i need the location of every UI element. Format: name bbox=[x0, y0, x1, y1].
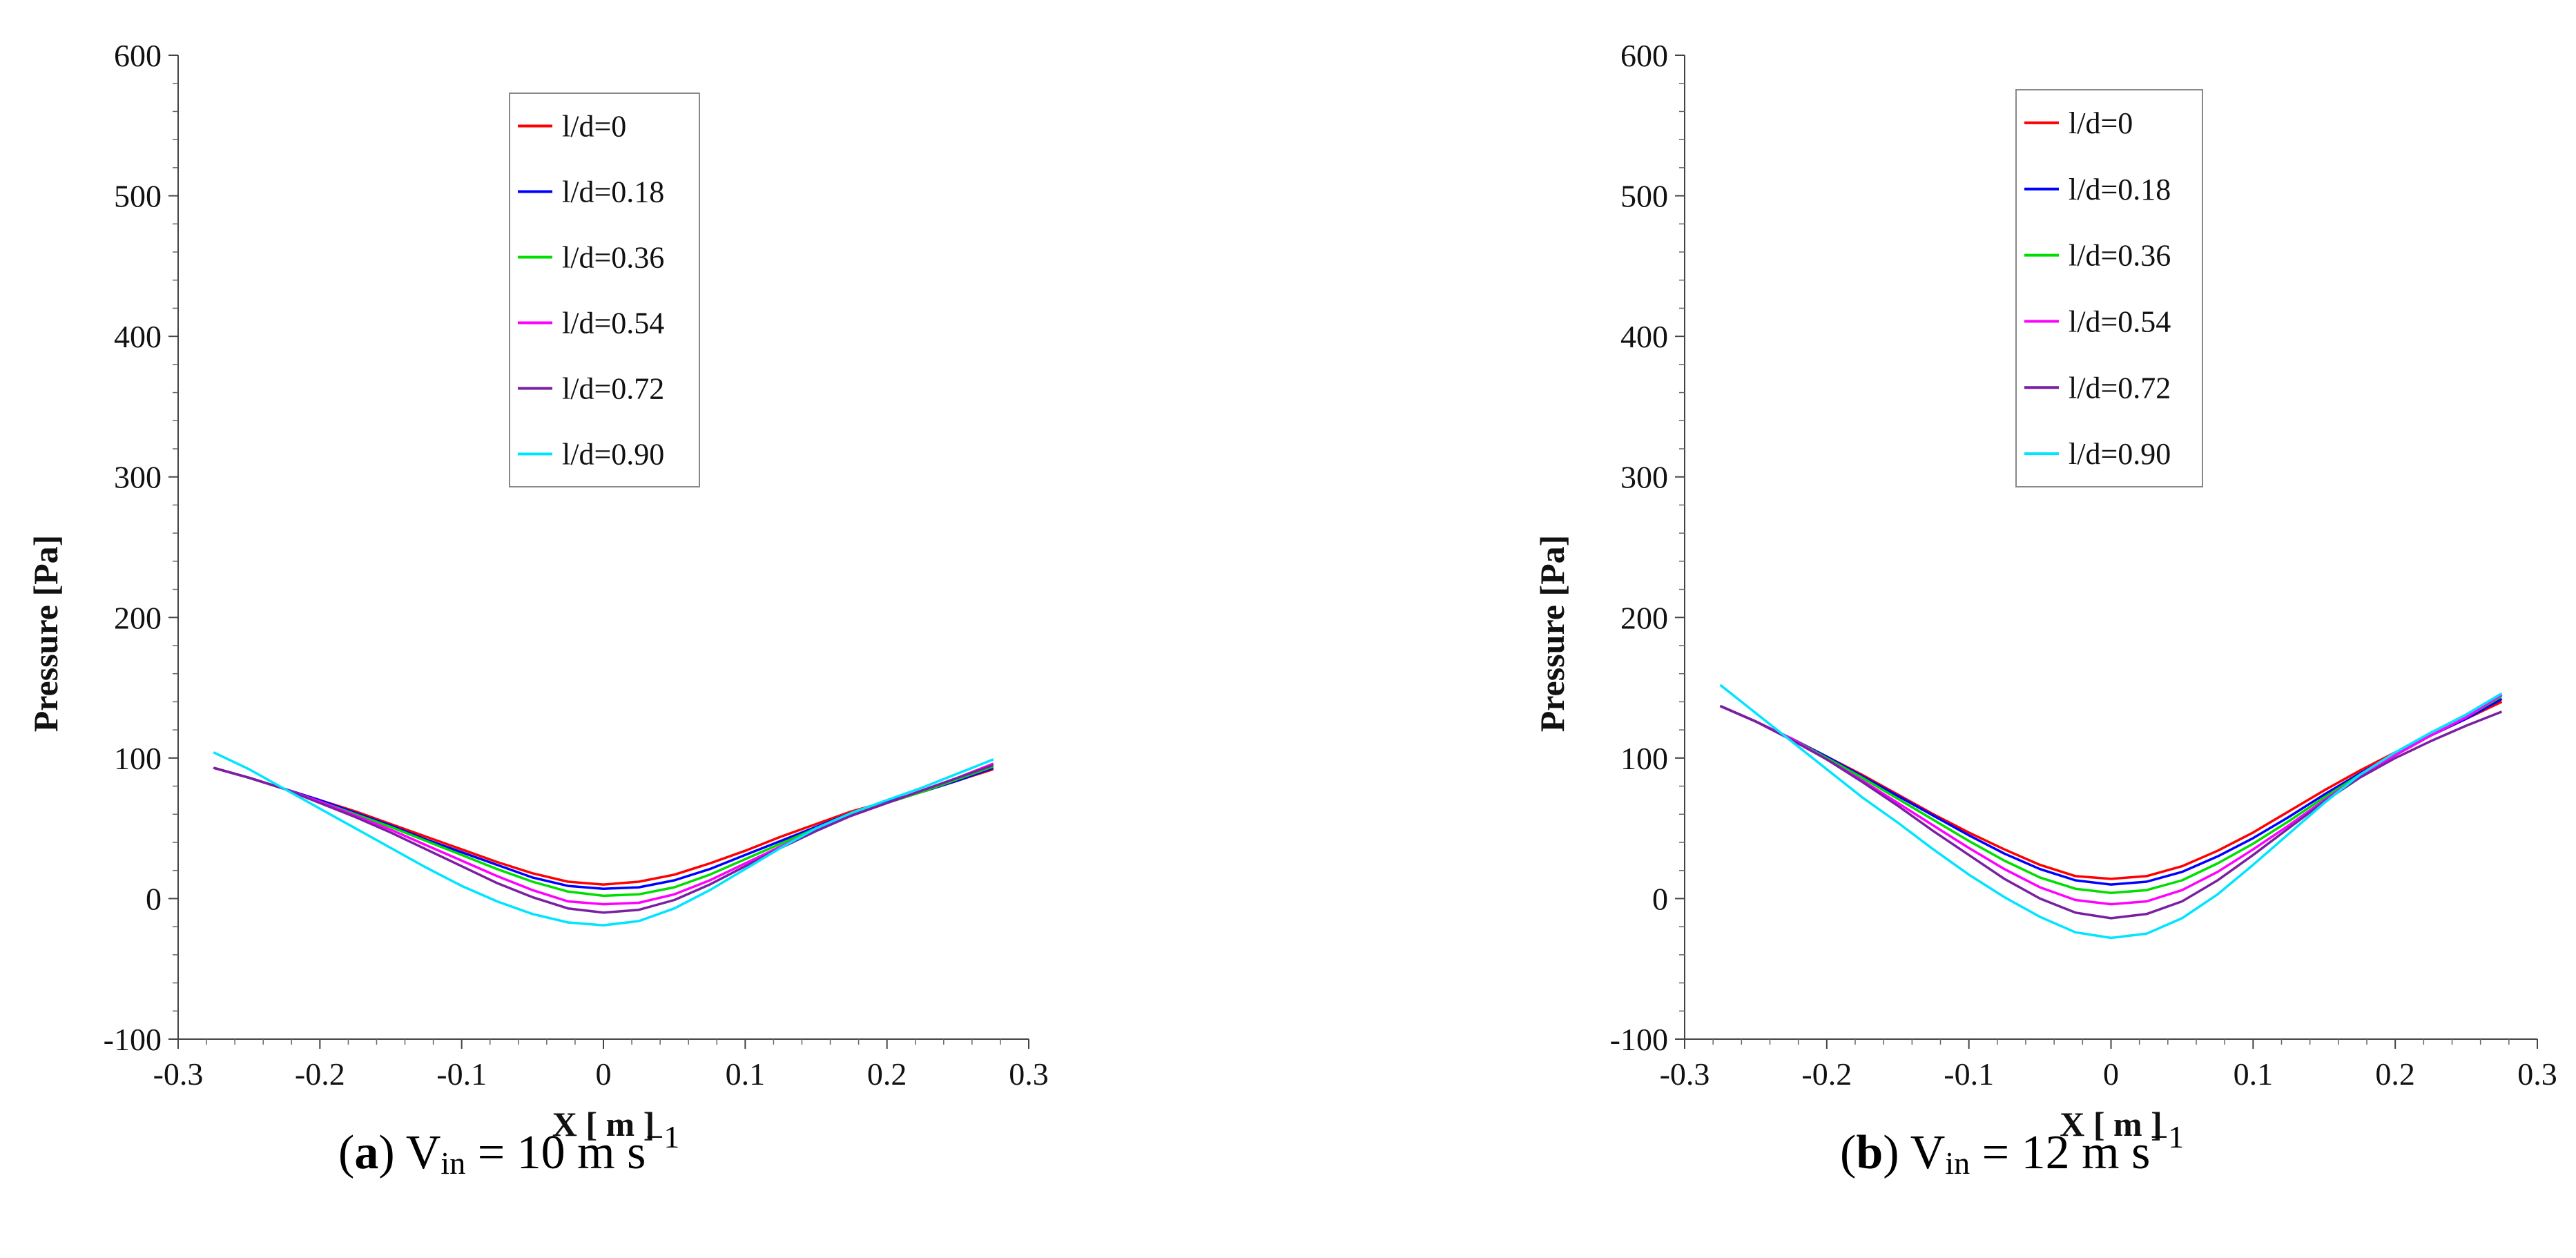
panel-a-series-line-2 bbox=[213, 766, 994, 890]
caption-b-text: = 12 m s bbox=[1970, 1126, 2151, 1179]
panel-a-x-tick-label: 0 bbox=[596, 1056, 612, 1092]
panel-b-y-tick-label: 200 bbox=[1620, 600, 1668, 635]
panel-b-series-line-5 bbox=[1719, 704, 2503, 920]
panel-a-y-tick-label: 500 bbox=[114, 179, 162, 214]
panel-b-legend-box bbox=[2015, 89, 2203, 487]
panel-a-x-tick-label: -0.3 bbox=[153, 1056, 204, 1092]
panel-a-x-tick-label: -0.2 bbox=[295, 1056, 345, 1092]
panel-b-legend-label-6: l/d=0.90 bbox=[2069, 437, 2171, 471]
panel-a-legend-label-5: l/d=0.72 bbox=[562, 372, 664, 406]
panel-b-series-line-1 bbox=[1719, 700, 2503, 880]
panel-b-series-line-3 bbox=[1719, 695, 2503, 895]
panel-a-x-tick-label: 0.2 bbox=[867, 1056, 907, 1092]
panel-b-x-tick-label: 0.2 bbox=[2375, 1056, 2415, 1092]
panel-b-legend-label-3: l/d=0.36 bbox=[2069, 239, 2171, 273]
caption-a: (a) Vin = 10 m s−1 bbox=[338, 1119, 680, 1181]
panel-a-y-tick-label: 200 bbox=[114, 600, 162, 635]
caption-b-sub: in bbox=[1945, 1145, 1970, 1181]
panel-b-y-tick-label: 100 bbox=[1620, 741, 1668, 776]
caption-a-sup: −1 bbox=[646, 1119, 680, 1154]
panel-b-y-tick-label: 500 bbox=[1620, 179, 1668, 214]
caption-a-var: V bbox=[405, 1126, 441, 1179]
panel-b-series-line-4 bbox=[1719, 693, 2503, 906]
panel-a-legend-label-3: l/d=0.36 bbox=[562, 241, 664, 275]
caption-b-sup: −1 bbox=[2150, 1119, 2185, 1154]
caption-b: (b) Vin = 12 m s−1 bbox=[1840, 1119, 2185, 1181]
panel-a-series-line-1 bbox=[213, 766, 994, 886]
panel-b-y-tick-label: 400 bbox=[1620, 319, 1668, 354]
panel-b-x-tick-label: 0.1 bbox=[2234, 1056, 2274, 1092]
panel-a-x-tick-label: 0.3 bbox=[1009, 1056, 1049, 1092]
panel-a-x-tick-label: 0.1 bbox=[726, 1056, 766, 1092]
panel-b-legend-label-5: l/d=0.72 bbox=[2069, 371, 2171, 405]
panel-a-y-axis-title: Pressure [Pa] bbox=[26, 535, 65, 733]
panel-a-x-axis-title: X [ m ] bbox=[552, 1105, 655, 1143]
panel-b-y-axis-title: Pressure [Pa] bbox=[1533, 535, 1571, 733]
panel-b-y-tick-label: -100 bbox=[1610, 1022, 1668, 1057]
caption-b-letter: b bbox=[1856, 1126, 1883, 1179]
chart-panel-b: -100 0 100 200 300 400 500 600 -0.3 -0.2 -0.1 0 0.1 0… bbox=[1533, 38, 2557, 1143]
panel-b-legend-label-1: l/d=0 bbox=[2069, 106, 2133, 140]
panel-b-legend-label-4: l/d=0.54 bbox=[2069, 304, 2171, 338]
panel-a-y-tick-label: 0 bbox=[146, 881, 162, 916]
panel-b-legend-label-2: l/d=0.18 bbox=[2069, 173, 2171, 206]
panel-a-y-tick-label: 100 bbox=[114, 741, 162, 776]
panel-a-series-line-3 bbox=[213, 765, 994, 898]
panel-a-y-tick-label: 300 bbox=[114, 460, 162, 495]
panel-b-x-tick-label: -0.1 bbox=[1944, 1056, 1994, 1092]
panel-a-x-tick-label: -0.1 bbox=[436, 1056, 487, 1092]
panel-a-y-tick-label: -100 bbox=[104, 1022, 162, 1057]
panel-b-y-tick-label: 0 bbox=[1652, 881, 1668, 916]
chart-panel-a: -100 0 100 200 300 400 500 600 -0.3 -0.2 -0.1 0 0.1 0… bbox=[26, 38, 1049, 1143]
panel-a-y-tick-label: 400 bbox=[114, 319, 162, 354]
panel-a-y-tick-label: 600 bbox=[114, 38, 162, 73]
panel-b-x-tick-label: 0.3 bbox=[2517, 1056, 2557, 1092]
panel-a-series-line-5 bbox=[213, 764, 994, 914]
panel-b-series-line-6 bbox=[1719, 684, 2503, 940]
panel-a-legend-label-6: l/d=0.90 bbox=[562, 438, 664, 472]
caption-a-sub: in bbox=[440, 1145, 466, 1181]
caption-a-letter: a bbox=[354, 1126, 379, 1179]
panel-b-x-tick-label: -0.3 bbox=[1660, 1056, 1710, 1092]
caption-a-text: = 10 m s bbox=[465, 1126, 646, 1179]
panel-b-y-tick-label: 600 bbox=[1620, 38, 1668, 73]
panel-a-legend-label-4: l/d=0.54 bbox=[562, 307, 664, 340]
panel-b-y-tick-label: 300 bbox=[1620, 460, 1668, 495]
panel-b-x-tick-label: 0 bbox=[2103, 1056, 2119, 1092]
panel-a-series-line-4 bbox=[213, 762, 994, 906]
panel-b-series-line-2 bbox=[1719, 697, 2503, 886]
panel-a-series-line-6 bbox=[213, 751, 994, 927]
panel-a-legend-label-2: l/d=0.18 bbox=[562, 175, 664, 209]
panel-a-legend-label-1: l/d=0 bbox=[562, 110, 626, 144]
caption-b-var: V bbox=[1910, 1126, 1946, 1179]
panel-a-legend-box bbox=[509, 93, 700, 487]
panel-b-x-tick-label: -0.2 bbox=[1801, 1056, 1852, 1092]
panel-b-x-axis-title: X [ m ] bbox=[2060, 1105, 2162, 1143]
